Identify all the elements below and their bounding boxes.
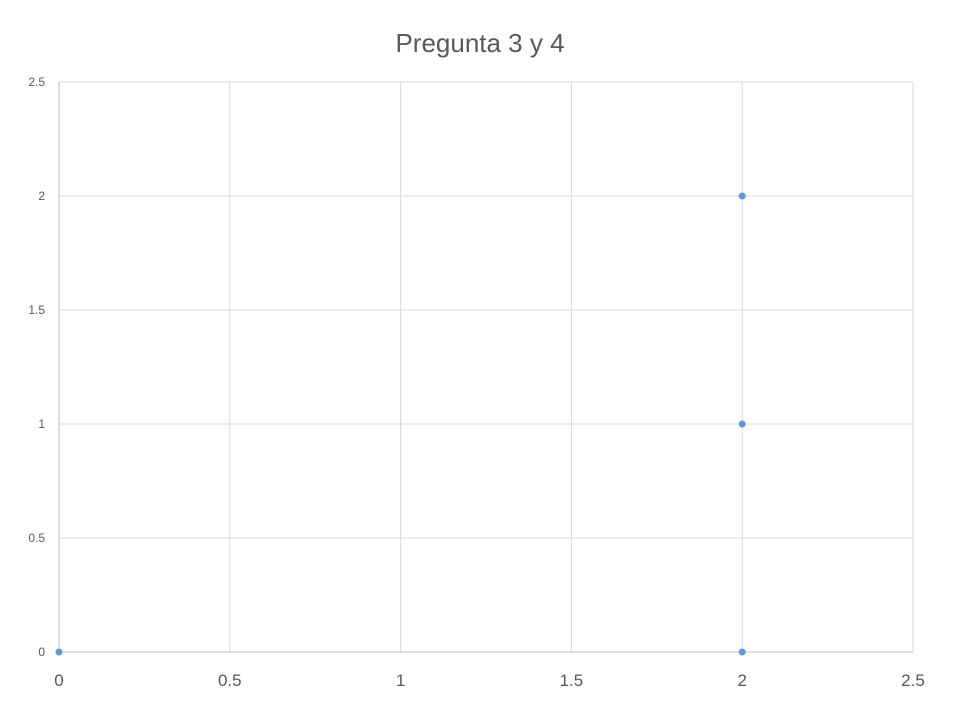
x-tick-label: 0 bbox=[54, 671, 63, 690]
data-point bbox=[738, 192, 746, 200]
axis-layer bbox=[58, 82, 913, 653]
grid-layer bbox=[59, 81, 914, 652]
x-tick-label: 1.5 bbox=[560, 671, 584, 690]
chart-title: Pregunta 3 y 4 bbox=[395, 28, 565, 58]
x-tick-label: 2.5 bbox=[901, 671, 925, 690]
y-tick-label: 2 bbox=[38, 189, 45, 203]
y-tick-label: 0.5 bbox=[28, 531, 45, 545]
y-tick-label: 1 bbox=[38, 417, 45, 431]
y-tick-label: 2.5 bbox=[28, 75, 45, 89]
data-point bbox=[738, 420, 746, 428]
x-tick-label: 0.5 bbox=[218, 671, 242, 690]
y-tick-label: 0 bbox=[38, 645, 45, 659]
x-tick-label: 1 bbox=[396, 671, 405, 690]
data-points bbox=[55, 192, 746, 656]
y-axis-tick-labels: 0 0.5 1 1.5 2 2.5 bbox=[28, 75, 45, 659]
x-axis-tick-labels: 0 0.5 1 1.5 2 2.5 bbox=[54, 671, 925, 690]
data-point bbox=[55, 648, 63, 656]
y-tick-label: 1.5 bbox=[28, 303, 45, 317]
data-point bbox=[738, 648, 746, 656]
x-tick-label: 2 bbox=[737, 671, 746, 690]
